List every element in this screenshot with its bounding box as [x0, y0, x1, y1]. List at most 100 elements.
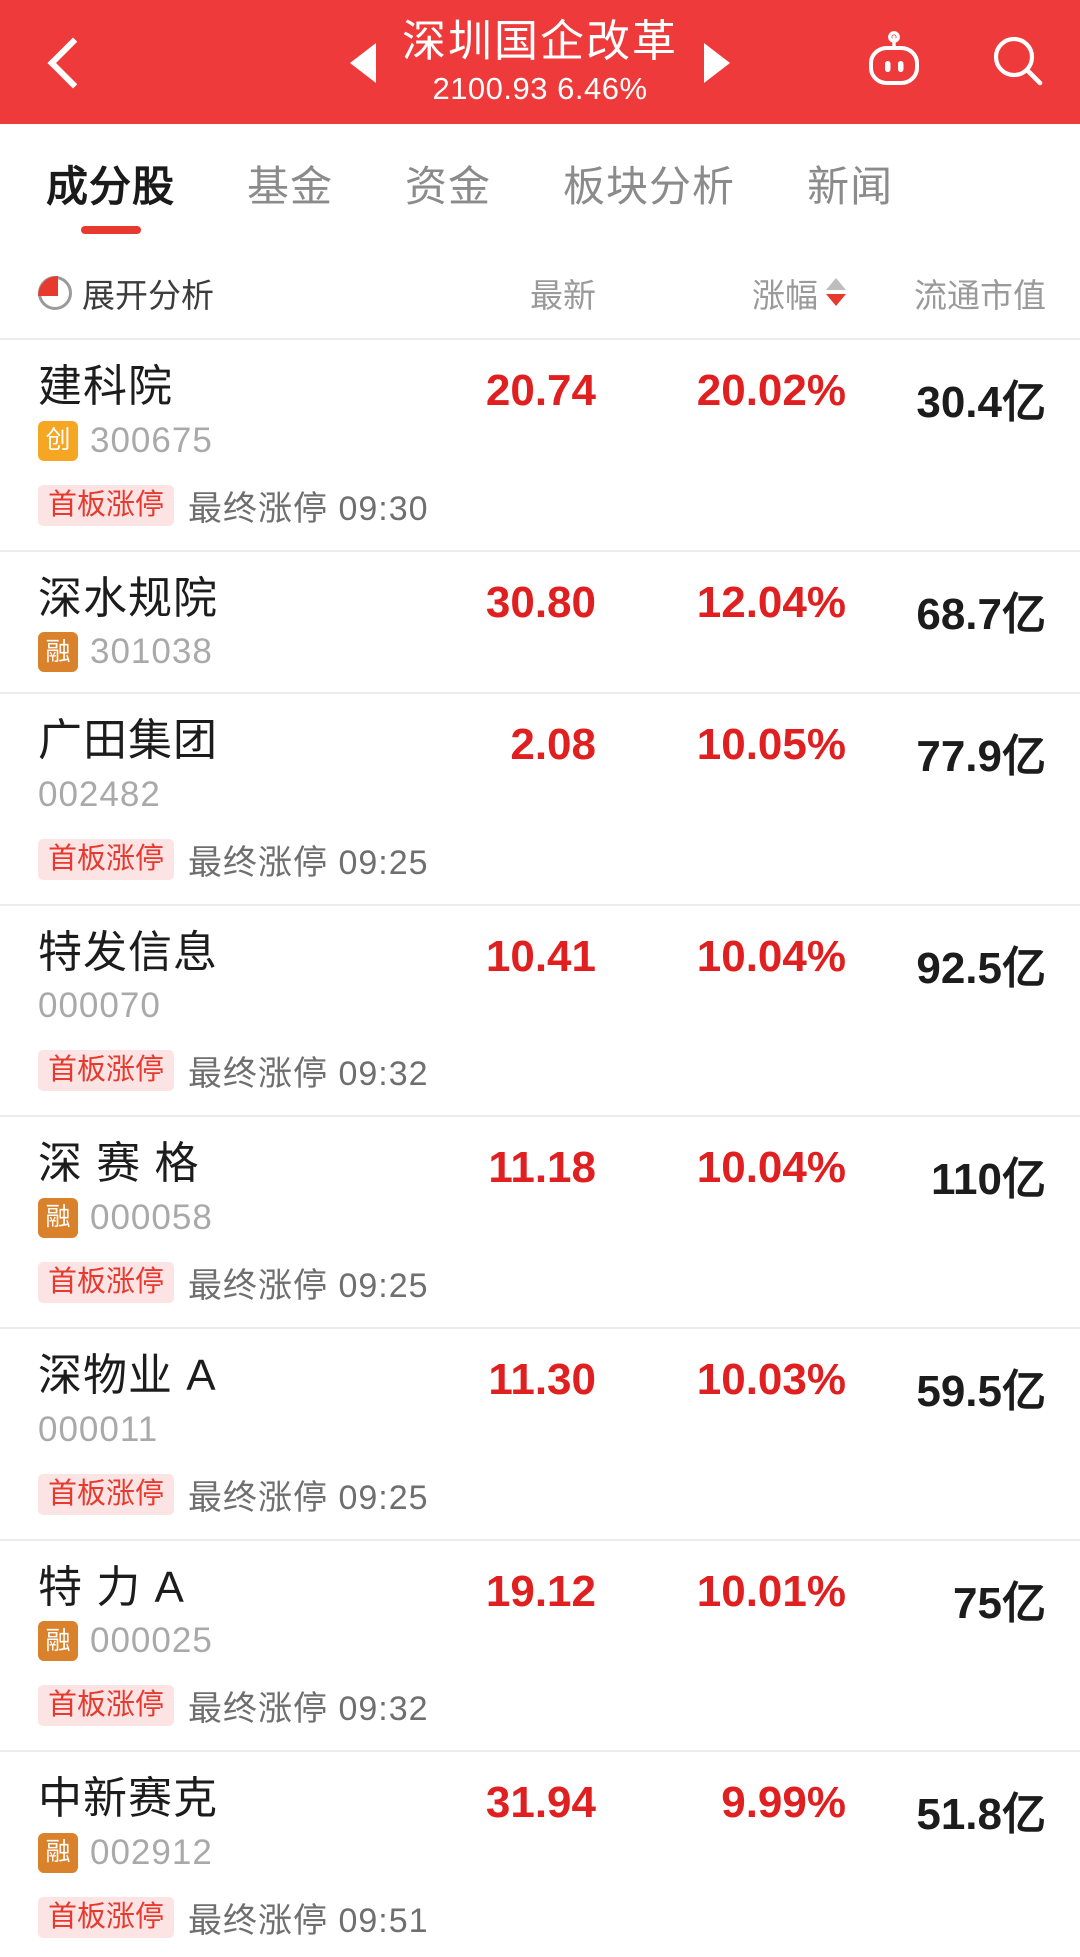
index-name: 深圳国企改革: [402, 17, 678, 66]
sort-ascending-icon: [826, 278, 846, 290]
status-badge: 首板涨停: [38, 1896, 175, 1938]
column-header-change[interactable]: 涨幅: [596, 269, 846, 317]
triangle-left-icon[interactable]: [350, 43, 376, 83]
stock-name: 广田集团: [38, 716, 218, 766]
stock-code-line: 融 002912: [38, 1832, 388, 1873]
table-column-header: 展开分析 最新 涨幅 流通市值: [0, 248, 1080, 340]
stock-market-cap: 75亿: [953, 1578, 1046, 1628]
stock-identity: 特发信息 000070: [38, 928, 388, 1027]
robot-icon: [869, 31, 919, 85]
stock-change-percent: 10.03%: [696, 1354, 846, 1404]
expand-analysis-button[interactable]: 展开分析: [38, 269, 388, 317]
market-tag: 融: [38, 1621, 78, 1662]
search-icon: [993, 36, 1043, 86]
stock-identity: 中新赛克 融 002912: [38, 1774, 388, 1873]
stock-change-percent: 10.01%: [696, 1566, 846, 1616]
tab-label: 板块分析: [563, 162, 736, 210]
row-primary-line: 深水规院 融 301038 30.80 12.04% 68.7亿: [38, 574, 1046, 673]
tab-funds[interactable]: 基金: [247, 153, 333, 220]
stock-code: 300675: [90, 420, 213, 460]
stock-market-cap: 77.9亿: [916, 732, 1046, 782]
tab-label: 基金: [247, 162, 334, 210]
limit-up-line: 首板涨停 最终涨停 09:51: [38, 1893, 1046, 1942]
app-header: 深圳国企改革 2100.93 6.46%: [0, 0, 1080, 124]
limit-up-line: 首板涨停 最终涨停 09:25: [38, 1258, 1046, 1307]
tab-label: 新闻: [807, 162, 894, 210]
robot-assistant-button[interactable]: [856, 24, 932, 100]
stock-name: 深 赛 格: [38, 1139, 200, 1189]
column-header-latest[interactable]: 最新: [530, 277, 596, 314]
status-badge: 首板涨停: [38, 1473, 175, 1515]
stock-code: 000025: [90, 1621, 213, 1661]
stock-name: 深物业 A: [38, 1350, 217, 1400]
tab-label: 成分股: [46, 162, 176, 210]
table-row[interactable]: 建科院 创 300675 20.74 20.02% 30.4亿 首板涨停 最终涨…: [0, 340, 1080, 552]
market-tag: 创: [38, 420, 78, 461]
stock-code: 000011: [38, 1409, 159, 1449]
status-badge: 首板涨停: [38, 1050, 175, 1092]
tab-label: 资金: [405, 162, 492, 210]
stock-latest-price: 10.41: [485, 931, 596, 981]
stock-latest-price: 31.94: [485, 1778, 596, 1828]
pie-chart-icon: [38, 276, 72, 310]
stock-code-line: 融 000058: [38, 1197, 388, 1238]
limit-up-line: 首板涨停 最终涨停 09:32: [38, 1681, 1046, 1730]
stock-code-line: 000011: [38, 1410, 388, 1450]
stock-market-cap: 110亿: [931, 1155, 1046, 1205]
market-tag: 融: [38, 1197, 78, 1238]
stock-change-percent: 20.02%: [696, 366, 846, 415]
header-actions: [856, 0, 1056, 124]
table-row[interactable]: 广田集团 002482 2.08 10.05% 77.9亿 首板涨停 最终涨停 …: [0, 694, 1080, 906]
tab-bar: 成分股 基金 资金 板块分析 新闻: [0, 124, 1080, 248]
index-title-block[interactable]: 深圳国企改革 2100.93 6.46%: [402, 17, 678, 106]
table-row[interactable]: 深水规院 融 301038 30.80 12.04% 68.7亿: [0, 552, 1080, 695]
stock-market-cap: 92.5亿: [916, 943, 1046, 993]
stock-code: 301038: [90, 632, 213, 672]
row-primary-line: 深 赛 格 融 000058 11.18 10.04% 110亿: [38, 1139, 1046, 1238]
column-header-market-cap[interactable]: 流通市值: [914, 277, 1046, 314]
stock-change-percent: 10.04%: [696, 931, 846, 981]
table-row[interactable]: 特 力 A 融 000025 19.12 10.01% 75亿 首板涨停 最终涨…: [0, 1541, 1080, 1753]
tab-capital[interactable]: 资金: [405, 153, 491, 220]
header-title-area: 深圳国企改革 2100.93 6.46%: [0, 0, 1080, 124]
search-button[interactable]: [980, 24, 1056, 100]
stock-change-percent: 10.05%: [696, 720, 846, 770]
stock-identity: 深物业 A 000011: [38, 1351, 388, 1450]
back-button[interactable]: [28, 26, 100, 98]
stock-latest-price: 20.74: [485, 366, 596, 415]
stock-identity: 广田集团 002482: [38, 716, 388, 815]
stock-change-percent: 9.99%: [721, 1778, 846, 1828]
stock-market-cap: 59.5亿: [916, 1366, 1046, 1416]
stock-identity: 建科院 创 300675: [38, 362, 388, 461]
stock-market-cap: 68.7亿: [916, 589, 1046, 639]
limit-up-detail: 最终涨停 09:25: [188, 843, 429, 882]
tab-sector-analysis[interactable]: 板块分析: [563, 153, 735, 220]
limit-up-line: 首板涨停 最终涨停 09:25: [38, 1470, 1046, 1519]
table-row[interactable]: 深 赛 格 融 000058 11.18 10.04% 110亿 首板涨停 最终…: [0, 1117, 1080, 1329]
table-row[interactable]: 特发信息 000070 10.41 10.04% 92.5亿 首板涨停 最终涨停…: [0, 906, 1080, 1118]
stock-name: 特发信息: [38, 927, 218, 977]
stock-name: 建科院: [38, 362, 173, 411]
sort-descending-icon: [826, 294, 846, 306]
stock-identity: 特 力 A 融 000025: [38, 1563, 388, 1662]
index-quote: 2100.93 6.46%: [432, 71, 648, 106]
triangle-right-icon[interactable]: [704, 43, 730, 83]
limit-up-detail: 最终涨停 09:51: [188, 1901, 429, 1940]
tab-constituents[interactable]: 成分股: [46, 153, 176, 234]
table-row[interactable]: 中新赛克 融 002912 31.94 9.99% 51.8亿 首板涨停 最终涨…: [0, 1752, 1080, 1957]
row-primary-line: 广田集团 002482 2.08 10.05% 77.9亿: [38, 716, 1046, 815]
status-badge: 首板涨停: [38, 1261, 175, 1303]
limit-up-detail: 最终涨停 09:32: [188, 1055, 429, 1094]
market-tag: 融: [38, 632, 78, 673]
sort-indicator: [826, 278, 846, 306]
stock-code: 000058: [90, 1197, 213, 1237]
stock-change-percent: 12.04%: [696, 577, 846, 627]
stock-code-line: 002482: [38, 775, 388, 815]
stock-latest-price: 11.18: [488, 1143, 596, 1193]
table-row[interactable]: 深物业 A 000011 11.30 10.03% 59.5亿 首板涨停 最终涨…: [0, 1329, 1080, 1541]
tab-news[interactable]: 新闻: [807, 153, 893, 220]
stock-code-line: 融 000025: [38, 1621, 388, 1662]
stock-name: 特 力 A: [38, 1562, 185, 1612]
row-primary-line: 中新赛克 融 002912 31.94 9.99% 51.8亿: [38, 1774, 1046, 1873]
limit-up-detail: 最终涨停 09:32: [188, 1690, 429, 1729]
